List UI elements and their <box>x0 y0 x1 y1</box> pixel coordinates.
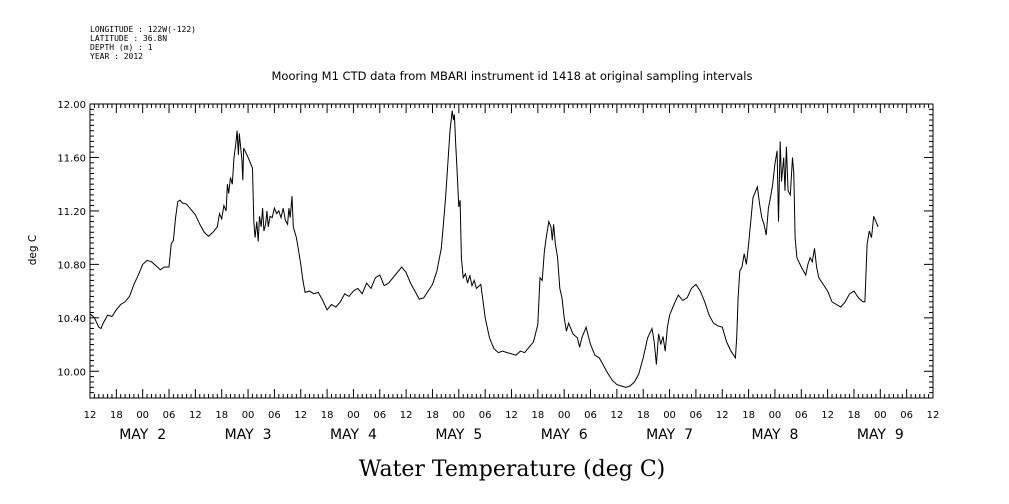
x-axis-title: Water Temperature (deg C) <box>359 457 666 482</box>
y-axis-label: deg C <box>27 235 39 265</box>
x-tick-label: 06 <box>268 410 281 421</box>
day-label: MAY 2 <box>119 427 166 443</box>
x-tick-label: 06 <box>900 410 913 421</box>
x-tick-label: 06 <box>373 410 386 421</box>
day-label: MAY 7 <box>646 427 693 443</box>
x-tick-label: 12 <box>927 410 940 421</box>
day-labels: MAY 2 MAY 3 MAY 4 MAY 5 MAY 6 MAY 7 MAY 8 MAY 9 <box>119 427 904 443</box>
x-tick-label: 00 <box>452 410 465 421</box>
y-tick-label: 10.00 <box>57 367 86 378</box>
day-label: MAY 9 <box>857 427 904 443</box>
x-tick-label: 00 <box>347 410 360 421</box>
x-tick-label: 18 <box>426 410 439 421</box>
y-tick-label: 10.40 <box>57 314 86 325</box>
y-tick-label: 10.80 <box>57 260 86 271</box>
y-tick-labels: 10.00 10.40 10.80 11.20 11.60 12.00 <box>57 100 86 378</box>
x-tick-label: 00 <box>242 410 255 421</box>
x-tick-label: 00 <box>136 410 149 421</box>
y-tick-label: 11.20 <box>57 207 86 218</box>
x-tick-label: 00 <box>874 410 887 421</box>
x-tick-label: 00 <box>769 410 782 421</box>
year-text: YEAR : 2012 <box>90 52 143 61</box>
x-tick-label: 18 <box>531 410 544 421</box>
x-tick-label: 00 <box>558 410 571 421</box>
day-label: MAY 4 <box>330 427 377 443</box>
series-line-water-temperature <box>89 110 879 388</box>
longitude-text: LONGITUDE : 122W(-122) <box>90 25 196 34</box>
metadata-block: LONGITUDE : 122W(-122) LATITUDE : 36.8N … <box>90 25 196 61</box>
x-tick-label: 12 <box>84 410 97 421</box>
x-tick-label: 12 <box>294 410 307 421</box>
x-tick-label: 12 <box>400 410 413 421</box>
x-tick-label: 18 <box>742 410 755 421</box>
axis-ticks <box>89 103 934 399</box>
x-tick-label: 12 <box>821 410 834 421</box>
y-tick-label: 11.60 <box>57 153 86 164</box>
x-tick-label: 06 <box>479 410 492 421</box>
day-label: MAY 3 <box>225 427 272 443</box>
depth-text: DEPTH (m) : 1 <box>90 43 153 52</box>
x-tick-label: 00 <box>663 410 676 421</box>
x-tick-label: 12 <box>189 410 202 421</box>
x-tick-label: 12 <box>505 410 518 421</box>
x-tick-label: 18 <box>321 410 334 421</box>
chart-title: Mooring M1 CTD data from MBARI instrumen… <box>272 69 753 83</box>
x-tick-label: 06 <box>584 410 597 421</box>
x-tick-label: 06 <box>690 410 703 421</box>
x-tick-label: 18 <box>215 410 228 421</box>
x-tick-labels: 12 18 00 06 12 18 00 06 12 18 00 06 12 18 00 06 12 18 00 06… <box>84 410 940 421</box>
x-tick-label: 12 <box>611 410 624 421</box>
x-tick-label: 12 <box>716 410 729 421</box>
day-label: MAY 6 <box>541 427 588 443</box>
latitude-text: LATITUDE : 36.8N <box>90 34 167 43</box>
x-tick-label: 18 <box>637 410 650 421</box>
day-label: MAY 5 <box>435 427 482 443</box>
x-tick-label: 06 <box>163 410 176 421</box>
day-label: MAY 8 <box>751 427 798 443</box>
x-tick-label: 18 <box>848 410 861 421</box>
x-tick-label: 06 <box>795 410 808 421</box>
y-tick-label: 12.00 <box>57 100 86 111</box>
x-tick-label: 18 <box>110 410 123 421</box>
